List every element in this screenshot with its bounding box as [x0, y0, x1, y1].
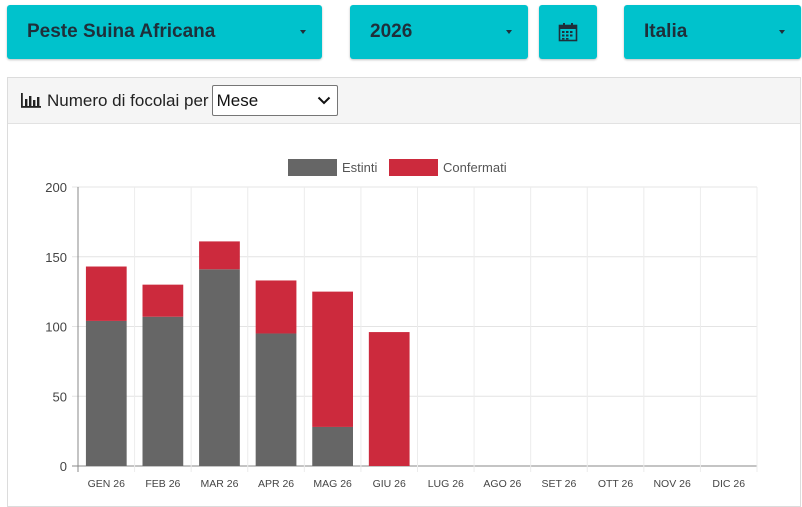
calendar-button[interactable] [539, 5, 597, 59]
bar-chart-icon [20, 92, 42, 109]
country-dropdown[interactable]: Italia [624, 5, 801, 59]
period-select[interactable]: Mese [211, 85, 338, 116]
chevron-down-icon [506, 30, 512, 34]
chevron-down-icon [300, 30, 306, 34]
chart-panel: Numero di focolai per Mese [7, 77, 801, 507]
year-dropdown[interactable]: 2026 [350, 5, 528, 59]
chart-panel-title: Numero di focolai per [47, 90, 209, 110]
chart-panel-header: Numero di focolai per Mese [8, 78, 800, 124]
year-dropdown-label: 2026 [370, 21, 413, 42]
period-select-value: Mese [216, 90, 259, 110]
disease-dropdown[interactable]: Peste Suina Africana [7, 5, 322, 59]
calendar-icon [558, 23, 578, 42]
country-dropdown-label: Italia [644, 21, 688, 42]
disease-dropdown-label: Peste Suina Africana [27, 21, 216, 42]
chevron-down-icon [779, 30, 785, 34]
chevron-down-icon [317, 96, 330, 105]
